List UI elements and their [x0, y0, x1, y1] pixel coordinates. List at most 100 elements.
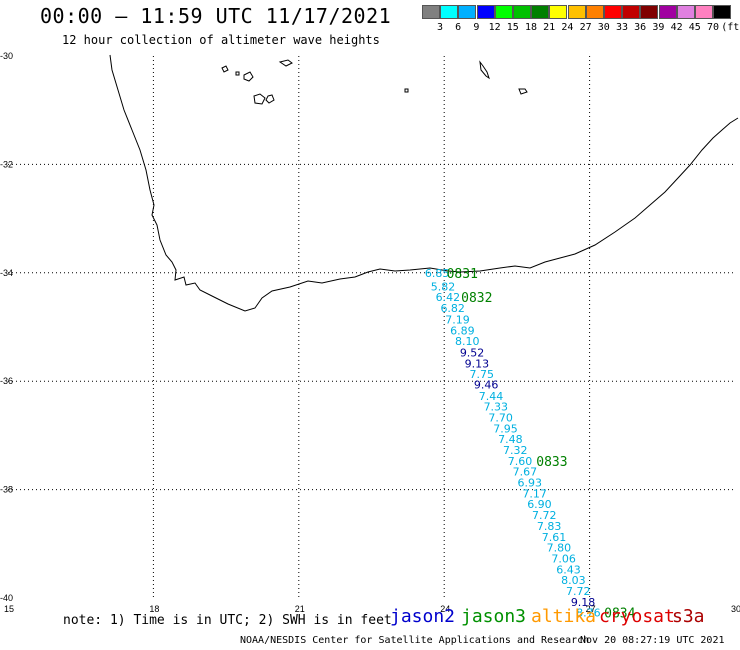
coastline [109, 54, 739, 312]
wave-height-label: 6.85 [425, 267, 450, 280]
colorbar-swatch [531, 5, 550, 19]
colorbar-swatch [494, 5, 513, 19]
wave-height-label: 8.03 [561, 574, 586, 587]
track-time-label: 0832 [461, 291, 492, 306]
colorbar-label: 70 [706, 22, 720, 33]
track-time-label: 0831 [447, 267, 478, 282]
longitude-tick-label: 24 [440, 604, 450, 614]
colorbar-label: 27 [579, 22, 592, 33]
wave-height-label: 7.72 [532, 509, 557, 522]
latitude-tick-label: -40 [0, 593, 13, 603]
colorbar-swatch [622, 5, 641, 19]
wave-height-label: 6.90 [527, 498, 552, 511]
colorbar-label: 21 [543, 22, 556, 33]
wave-height-label: 7.33 [484, 401, 509, 414]
wave-height-label: 7.67 [513, 466, 538, 479]
colorbar-swatch [567, 5, 586, 19]
colorbar-label: 18 [524, 22, 538, 33]
wave-height-label: 7.95 [493, 422, 518, 435]
wave-height-label: 6.89 [450, 324, 475, 337]
island-9 [518, 88, 528, 95]
south-africa-coastline [109, 54, 739, 312]
map-grid: 15 18 21 24 27 30 -30 -32 -34 -36 -38 -40 [0, 51, 740, 614]
wave-height-label: 8.76 [576, 607, 601, 620]
colorbar-swatch [422, 5, 440, 19]
wave-height-label: 7.44 [479, 390, 504, 403]
wave-height-label: 8.10 [455, 335, 480, 348]
colorbar-label: 39 [652, 22, 665, 33]
track-time-label: 0833 [536, 455, 567, 470]
latitude-tick-label: -32 [0, 159, 13, 169]
island-6 [278, 59, 293, 67]
colorbar-label: 42 [670, 22, 683, 33]
wave-height-label: 7.19 [445, 313, 470, 326]
latitude-tick-label: -30 [0, 51, 13, 61]
island-3 [243, 71, 254, 82]
wave-height-label: 7.83 [537, 520, 562, 533]
longitude-tick-label: 18 [149, 604, 159, 614]
island-4 [253, 93, 266, 105]
colorbar-label: 9 [473, 22, 480, 33]
colorbar-swatch [713, 5, 732, 19]
colorbar-swatch [458, 5, 477, 19]
wave-height-label: 7.75 [470, 368, 495, 381]
page-title: 00:00 – 11:59 UTC 11/17/2021 [40, 4, 392, 28]
legend-jason2: jason2 [390, 606, 456, 627]
credit-text: NOAA/NESDIS Center for Satellite Applica… [240, 635, 590, 646]
colorbar-label: 15 [506, 22, 519, 33]
altimeter-track: 6.855.826.426.827.196.898.109.529.137.75… [425, 267, 636, 622]
wave-height-label: 7.32 [503, 444, 527, 457]
latitude-tick-label: -36 [0, 376, 13, 386]
colorbar-label: (ft) [721, 22, 740, 33]
note-text: note: 1) Time is in UTC; 2) SWH is in fe… [63, 613, 392, 628]
latitude-tick-label: -34 [0, 268, 13, 278]
wave-height-label: 7.17 [522, 487, 547, 500]
longitude-tick-label: 21 [295, 604, 305, 614]
colorbar-swatch [476, 5, 495, 19]
island-1 [221, 65, 229, 73]
wave-height-label: 7.60 [508, 455, 532, 468]
colorbar-label: 36 [634, 22, 647, 33]
wave-height-label: 7.80 [547, 542, 572, 555]
colorbar-label: 3 [436, 22, 444, 33]
wave-height-label: 7.61 [542, 531, 567, 544]
page-subtitle: 12 hour collection of altimeter wave hei… [62, 33, 380, 47]
wave-height-label: 9.13 [465, 357, 490, 370]
legend-jason3: jason3 [461, 606, 527, 627]
timestamp-text: Nov 20 08:27:19 UTC 2021 [580, 635, 725, 646]
colorbar-swatch [440, 5, 459, 19]
colorbar-swatch [604, 5, 622, 19]
wave-height-label: 9.46 [474, 378, 499, 391]
track-time-label: 0834 [604, 607, 635, 622]
colorbar-swatch [585, 5, 604, 19]
wave-height-label: 7.06 [551, 552, 576, 565]
legend-cryosat: cryosat [599, 606, 675, 627]
longitude-tick-label: 30 [731, 604, 740, 614]
wave-height-label: 6.93 [518, 477, 543, 490]
colorbar-label: 24 [561, 22, 574, 33]
satellite-legend: jason2 jason3 altika cryosat s3a [0, 606, 740, 630]
colorbar-swatch [513, 5, 531, 19]
island-8 [404, 88, 409, 93]
wave-height-label: 6.43 [556, 563, 581, 576]
colorbar-label: 45 [688, 22, 701, 33]
island-5 [265, 94, 275, 104]
colorbar-label: 30 [597, 22, 610, 33]
colorbar-swatch [658, 5, 677, 19]
wave-height-label: 6.82 [440, 302, 465, 315]
wave-height-label: 6.42 [436, 291, 461, 304]
wave-height-label: 5.82 [431, 280, 456, 293]
longitude-tick-label: 15 [4, 604, 14, 614]
colorbar-swatch [695, 5, 713, 19]
wave-height-label: 7.48 [498, 433, 522, 446]
colorbar-label: 6 [455, 22, 462, 33]
island-7 [479, 60, 490, 80]
longitude-tick-label: 27 [586, 604, 596, 614]
legend-altika: altika [531, 606, 597, 627]
legend-s3a: s3a [672, 606, 705, 627]
colorbar-swatch [640, 5, 659, 19]
colorbar-swatch [676, 5, 695, 19]
colorbar-label: 33 [615, 22, 629, 33]
wave-height-label: 7.72 [566, 585, 591, 598]
